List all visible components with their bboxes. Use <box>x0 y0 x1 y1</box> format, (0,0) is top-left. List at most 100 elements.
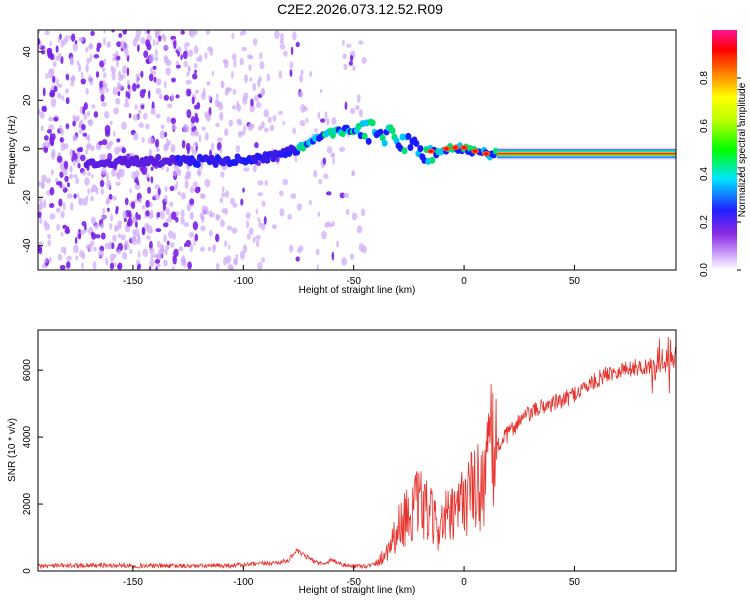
noise-speckle <box>166 103 173 109</box>
noise-speckle <box>135 30 142 37</box>
noise-speckle <box>105 199 111 204</box>
noise-speckle <box>283 50 288 57</box>
noise-speckle <box>220 171 225 178</box>
noise-speckle <box>317 211 321 217</box>
noise-speckle <box>103 30 106 34</box>
noise-speckle <box>78 129 83 134</box>
noise-speckle <box>148 73 154 82</box>
snr-x-ticks: -150 -100 -50 0 50 <box>123 566 580 588</box>
ridge-blob <box>405 132 412 140</box>
x-tick-label: -50 <box>346 276 361 287</box>
noise-speckle <box>59 264 66 270</box>
noise-speckle <box>361 57 367 64</box>
y-tick-label: -40 <box>22 238 33 253</box>
noise-speckle <box>189 186 195 194</box>
noise-speckle <box>209 46 214 56</box>
noise-speckle <box>71 33 76 42</box>
noise-speckle <box>242 244 248 254</box>
noise-speckle <box>53 116 59 122</box>
noise-speckle <box>72 114 76 120</box>
noise-speckle <box>103 72 107 79</box>
noise-speckle <box>84 223 87 231</box>
noise-speckle <box>180 192 186 200</box>
noise-speckle <box>192 221 199 231</box>
noise-speckle <box>200 225 206 232</box>
noise-speckle <box>360 208 366 217</box>
noise-speckle <box>308 199 312 206</box>
noise-speckle <box>100 232 106 240</box>
noise-speckle <box>75 115 80 122</box>
ridge-blob <box>413 139 420 147</box>
noise-speckle <box>66 182 71 188</box>
noise-speckle <box>248 64 252 71</box>
y-tick-label: 2000 <box>22 492 33 515</box>
colorbar-ticks: 0.0 0.2 0.4 0.6 0.8 <box>699 71 741 277</box>
noise-speckle <box>159 243 165 253</box>
noise-speckle <box>123 242 130 251</box>
noise-speckle <box>313 169 318 178</box>
noise-speckle <box>138 109 142 115</box>
noise-speckle <box>181 139 186 149</box>
noise-speckle <box>122 65 127 75</box>
noise-speckle <box>201 91 206 100</box>
noise-speckle <box>195 57 201 62</box>
noise-speckle <box>102 207 106 214</box>
noise-speckle <box>241 46 247 52</box>
noise-speckle <box>132 82 137 92</box>
noise-speckle <box>62 224 68 230</box>
noise-speckle <box>74 236 78 244</box>
noise-speckle <box>95 144 102 151</box>
noise-speckle <box>156 211 161 218</box>
noise-speckle <box>102 153 107 161</box>
noise-speckle <box>165 59 172 67</box>
noise-speckle <box>352 65 356 72</box>
noise-speckle <box>361 245 368 254</box>
noise-speckle <box>267 116 272 124</box>
noise-speckle <box>187 66 191 72</box>
noise-speckle <box>235 145 241 153</box>
noise-speckle <box>49 40 52 47</box>
noise-speckle <box>142 89 146 94</box>
noise-speckle <box>59 171 64 178</box>
noise-speckle <box>137 214 141 221</box>
ridge-hotspot-core <box>428 149 433 153</box>
noise-speckle <box>149 247 155 255</box>
noise-speckle <box>134 221 138 228</box>
noise-speckle <box>109 120 113 126</box>
y-tick-label: 20 <box>22 94 33 106</box>
noise-speckle <box>134 104 138 110</box>
noise-speckle <box>60 211 65 219</box>
noise-speckle <box>261 256 266 263</box>
noise-speckle <box>81 171 87 176</box>
noise-speckle <box>101 102 108 107</box>
noise-speckle <box>231 32 235 40</box>
noise-speckle <box>163 94 170 101</box>
noise-speckle <box>336 240 339 248</box>
noise-speckle <box>43 135 49 141</box>
noise-speckle <box>146 30 150 35</box>
noise-speckle <box>180 54 183 61</box>
noise-speckle <box>73 193 77 199</box>
noise-speckle <box>90 30 95 37</box>
noise-speckle <box>148 265 152 270</box>
noise-speckle <box>120 40 126 50</box>
ridge-hotspot-core <box>484 152 489 155</box>
noise-speckle <box>121 121 127 130</box>
noise-speckle <box>220 219 225 228</box>
noise-speckle <box>50 169 54 176</box>
noise-speckle <box>210 142 215 151</box>
noise-speckle <box>217 137 223 142</box>
noise-speckle <box>72 149 76 157</box>
noise-speckle <box>177 51 180 57</box>
noise-speckle <box>165 207 170 215</box>
noise-speckle <box>225 190 230 199</box>
noise-speckle <box>185 142 191 152</box>
snr-frame <box>37 329 677 572</box>
noise-speckle <box>149 259 155 268</box>
noise-speckle <box>164 194 168 203</box>
noise-speckle <box>358 40 364 45</box>
noise-speckle <box>351 170 356 177</box>
colorbar-tick-label: 0.4 <box>699 167 710 181</box>
noise-speckle <box>98 250 104 258</box>
noise-speckle <box>39 217 43 225</box>
